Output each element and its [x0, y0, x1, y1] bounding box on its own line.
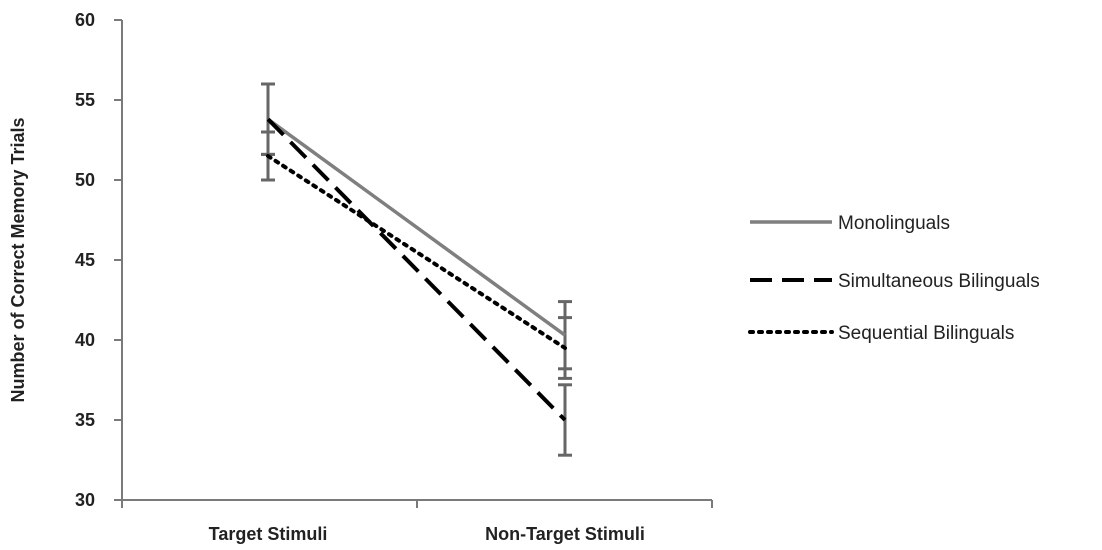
legend-label-monolinguals: Monolinguals	[838, 213, 950, 234]
y-tick-label: 40	[75, 330, 95, 350]
y-tick-label: 30	[75, 490, 95, 510]
y-axis-title: Number of Correct Memory Trials	[8, 117, 28, 402]
y-tick-label: 55	[75, 90, 95, 110]
x-tick-label: Non-Target Stimuli	[485, 524, 645, 544]
x-ticks: Target Stimuli Non-Target Stimuli	[121, 500, 713, 544]
y-ticks: 30 35 40 45 50 55 60	[75, 10, 122, 510]
legend: Monolinguals Simultaneous Bilinguals Seque…	[748, 213, 1040, 344]
axes	[121, 20, 712, 501]
series-line-monolinguals	[266, 117, 567, 337]
series-line-sequential-bilinguals	[266, 154, 567, 350]
x-tick-label: Target Stimuli	[209, 524, 328, 544]
series-line-simultaneous-bilinguals	[266, 117, 567, 422]
legend-label-simultaneous-bilinguals: Simultaneous Bilinguals	[838, 271, 1040, 292]
y-tick-label: 45	[75, 250, 95, 270]
y-tick-label: 50	[75, 170, 95, 190]
legend-label-sequential-bilinguals: Sequential Bilinguals	[838, 323, 1014, 344]
y-tick-label: 35	[75, 410, 95, 430]
y-tick-label: 60	[75, 10, 95, 30]
series-lines	[266, 117, 567, 422]
